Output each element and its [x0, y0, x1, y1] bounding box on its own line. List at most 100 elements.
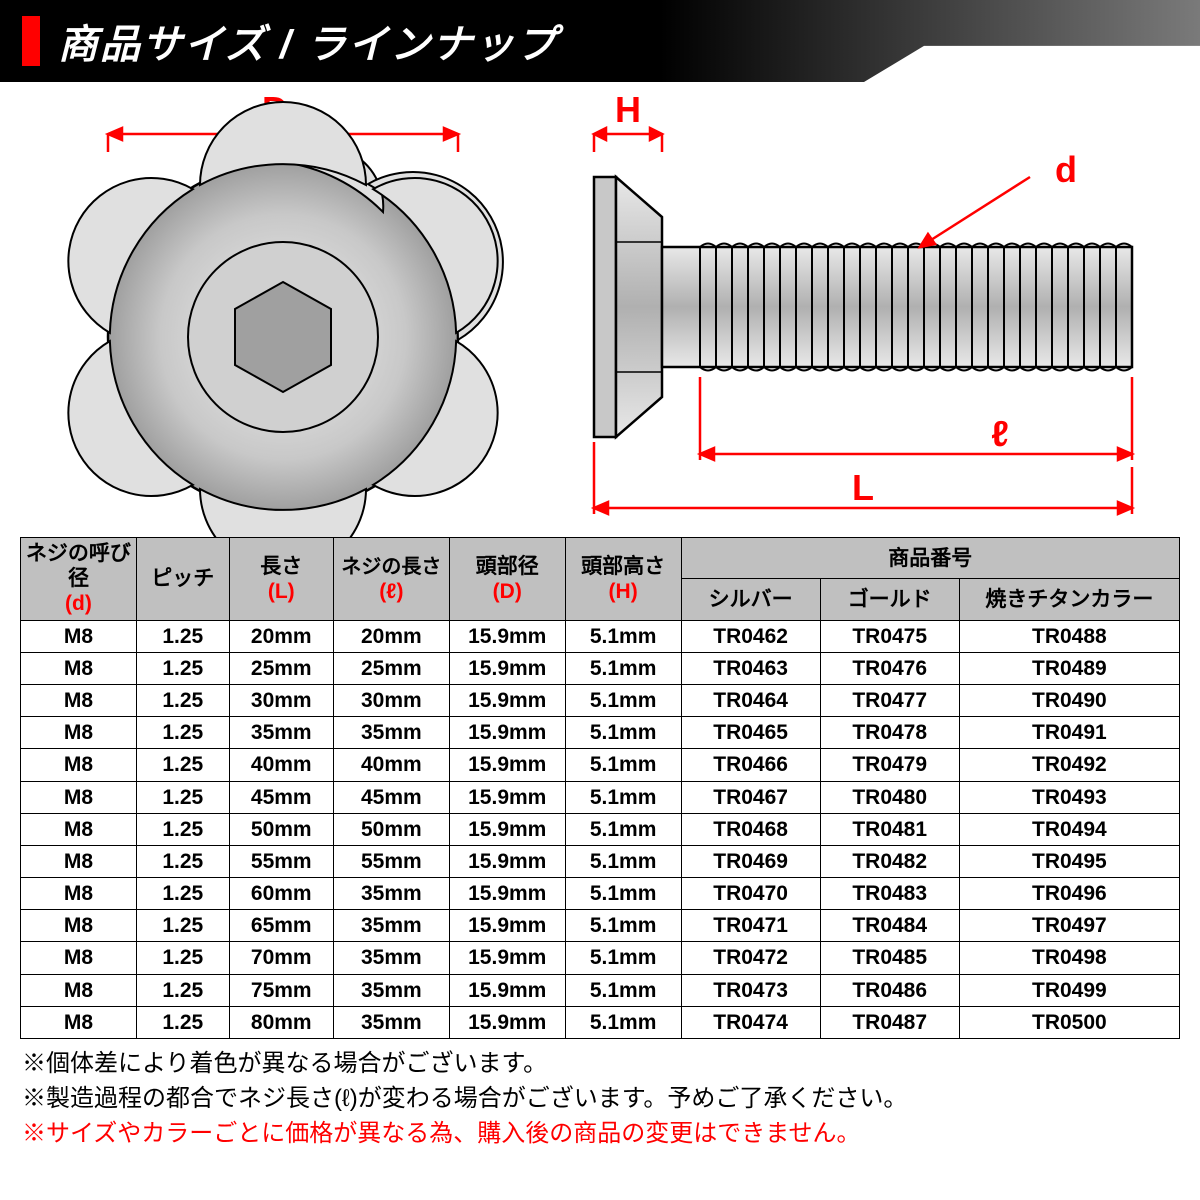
table-cell: TR0469 [681, 845, 820, 877]
table-cell: TR0462 [681, 620, 820, 652]
table-cell: 35mm [333, 974, 449, 1006]
table-row: M81.2535mm35mm15.9mm5.1mmTR0465TR0478TR0… [21, 717, 1180, 749]
table-row: M81.2545mm45mm15.9mm5.1mmTR0467TR0480TR0… [21, 781, 1180, 813]
note-line-1: ※個体差により着色が異なる場合がございます。 [22, 1047, 1178, 1082]
notes: ※個体差により着色が異なる場合がございます。 ※製造過程の都合でネジ長さ(ℓ)が… [22, 1047, 1178, 1151]
table-cell: TR0488 [959, 620, 1179, 652]
table-cell: 65mm [229, 910, 333, 942]
table-cell: M8 [21, 942, 137, 974]
table-cell: M8 [21, 845, 137, 877]
table-cell: 5.1mm [565, 942, 681, 974]
table-cell: 20mm [229, 620, 333, 652]
table-cell: 5.1mm [565, 813, 681, 845]
diagram-area: D [0, 82, 1200, 537]
table-cell: 5.1mm [565, 652, 681, 684]
header-accent [22, 16, 40, 66]
table-cell: 70mm [229, 942, 333, 974]
table-cell: 1.25 [136, 652, 229, 684]
table-cell: 1.25 [136, 620, 229, 652]
table-cell: TR0493 [959, 781, 1179, 813]
spec-tbody: M81.2520mm20mm15.9mm5.1mmTR0462TR0475TR0… [21, 620, 1180, 1038]
table-cell: 35mm [333, 942, 449, 974]
th-H: 頭部高さ (H) [565, 538, 681, 621]
table-cell: 1.25 [136, 974, 229, 1006]
table-cell: 15.9mm [449, 1006, 565, 1038]
table-cell: 40mm [229, 749, 333, 781]
table-cell: 15.9mm [449, 974, 565, 1006]
table-cell: 50mm [229, 813, 333, 845]
table-cell: 1.25 [136, 910, 229, 942]
table-cell: 25mm [229, 652, 333, 684]
table-cell: TR0463 [681, 652, 820, 684]
table-cell: TR0491 [959, 717, 1179, 749]
table-row: M81.2550mm50mm15.9mm5.1mmTR0468TR0481TR0… [21, 813, 1180, 845]
table-cell: 15.9mm [449, 910, 565, 942]
spec-table: ネジの呼び径 (d) ピッチ 長さ (L) ネジの長さ (ℓ) 頭部径 (D) [20, 537, 1180, 1039]
table-cell: 5.1mm [565, 974, 681, 1006]
table-cell: M8 [21, 684, 137, 716]
th-l: ネジの長さ (ℓ) [333, 538, 449, 621]
table-cell: TR0500 [959, 1006, 1179, 1038]
table-cell: M8 [21, 620, 137, 652]
table-cell: TR0471 [681, 910, 820, 942]
table-cell: 15.9mm [449, 878, 565, 910]
table-cell: 60mm [229, 878, 333, 910]
table-cell: TR0499 [959, 974, 1179, 1006]
table-cell: TR0497 [959, 910, 1179, 942]
table-cell: 5.1mm [565, 781, 681, 813]
table-cell: 20mm [333, 620, 449, 652]
table-cell: TR0494 [959, 813, 1179, 845]
table-cell: M8 [21, 781, 137, 813]
table-cell: 1.25 [136, 684, 229, 716]
table-cell: 35mm [333, 878, 449, 910]
table-cell: 15.9mm [449, 717, 565, 749]
th-silver: シルバー [681, 579, 820, 620]
table-cell: TR0477 [820, 684, 959, 716]
table-cell: TR0482 [820, 845, 959, 877]
header-bar: 商品サイズ / ラインナップ [0, 0, 1200, 82]
table-cell: TR0472 [681, 942, 820, 974]
table-cell: 1.25 [136, 813, 229, 845]
table-row: M81.2530mm30mm15.9mm5.1mmTR0464TR0477TR0… [21, 684, 1180, 716]
table-row: M81.2580mm35mm15.9mm5.1mmTR0474TR0487TR0… [21, 1006, 1180, 1038]
table-cell: 5.1mm [565, 620, 681, 652]
table-cell: TR0483 [820, 878, 959, 910]
table-cell: M8 [21, 652, 137, 684]
table-cell: TR0487 [820, 1006, 959, 1038]
table-cell: TR0495 [959, 845, 1179, 877]
table-cell: TR0485 [820, 942, 959, 974]
table-cell: TR0481 [820, 813, 959, 845]
table-cell: 15.9mm [449, 652, 565, 684]
table-cell: TR0465 [681, 717, 820, 749]
th-d: ネジの呼び径 (d) [21, 538, 137, 621]
table-cell: 50mm [333, 813, 449, 845]
label-H: H [615, 89, 641, 130]
table-cell: TR0480 [820, 781, 959, 813]
table-row: M81.2555mm55mm15.9mm5.1mmTR0469TR0482TR0… [21, 845, 1180, 877]
label-L: L [852, 467, 874, 508]
table-cell: 1.25 [136, 717, 229, 749]
header-title: 商品サイズ / ラインナップ [58, 12, 558, 70]
table-cell: TR0470 [681, 878, 820, 910]
table-cell: 5.1mm [565, 878, 681, 910]
label-d: d [1055, 149, 1077, 190]
table-row: M81.2540mm40mm15.9mm5.1mmTR0466TR0479TR0… [21, 749, 1180, 781]
table-cell: 5.1mm [565, 1006, 681, 1038]
table-row: M81.2560mm35mm15.9mm5.1mmTR0470TR0483TR0… [21, 878, 1180, 910]
table-cell: TR0484 [820, 910, 959, 942]
diagram-svg: D [0, 82, 1200, 537]
table-row: M81.2570mm35mm15.9mm5.1mmTR0472TR0485TR0… [21, 942, 1180, 974]
table-cell: 55mm [333, 845, 449, 877]
th-pitch: ピッチ [136, 538, 229, 621]
table-cell: TR0489 [959, 652, 1179, 684]
table-cell: 1.25 [136, 878, 229, 910]
table-cell: TR0479 [820, 749, 959, 781]
table-cell: M8 [21, 1006, 137, 1038]
table-cell: TR0475 [820, 620, 959, 652]
table-cell: TR0498 [959, 942, 1179, 974]
table-cell: TR0476 [820, 652, 959, 684]
table-cell: 40mm [333, 749, 449, 781]
table-cell: 35mm [333, 717, 449, 749]
table-cell: M8 [21, 813, 137, 845]
table-cell: 5.1mm [565, 717, 681, 749]
